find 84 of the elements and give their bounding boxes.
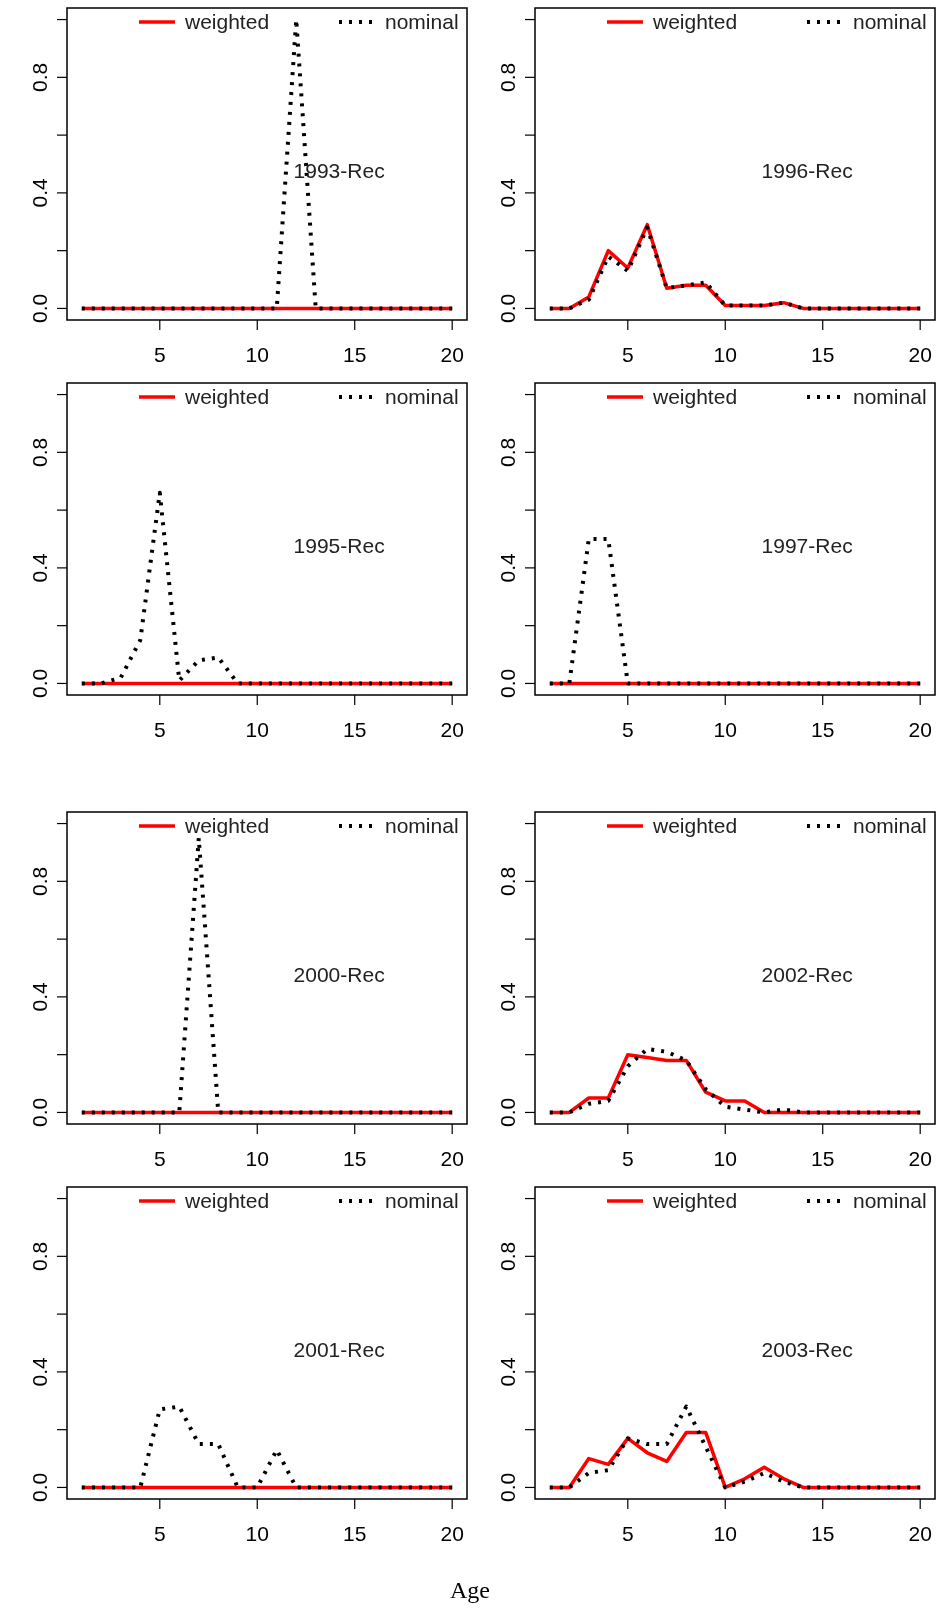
x-axis-title: Age	[450, 1577, 490, 1603]
y-tick-label: 0.4	[28, 177, 51, 208]
legend-label: weighted	[652, 814, 738, 837]
legend-label: weighted	[184, 1189, 270, 1212]
annotation: 1995-Rec	[293, 534, 385, 558]
x-tick-label: 10	[245, 1147, 269, 1170]
annotation: 1993-Rec	[293, 159, 385, 183]
x-tick-label: 20	[908, 1147, 932, 1170]
annotation: 2003-Rec	[761, 1338, 853, 1362]
y-tick-label: 0.4	[28, 552, 51, 583]
legend-label: nominal	[853, 10, 927, 33]
x-tick-label: 20	[440, 718, 464, 741]
legend-label: nominal	[853, 814, 927, 837]
y-tick-label: 0.4	[496, 1356, 519, 1387]
y-tick-label: 0.0	[28, 293, 51, 324]
y-tick-label: 0.8	[28, 1241, 51, 1271]
legend-label: nominal	[385, 1189, 459, 1212]
y-tick-label: 0.8	[28, 866, 51, 896]
legend-label: weighted	[652, 10, 738, 33]
x-tick-label: 10	[245, 1522, 269, 1545]
x-tick-label: 5	[621, 718, 634, 741]
line-series	[79, 1404, 455, 1490]
x-tick-label: 5	[153, 1147, 166, 1170]
y-tick-label: 0.0	[496, 1097, 519, 1128]
y-tick-label: 0.0	[496, 293, 519, 324]
y-tick-label: 0.0	[496, 1472, 519, 1503]
y-tick-label: 0.0	[28, 1472, 51, 1503]
y-tick-label: 0.8	[28, 62, 51, 92]
annotation: 1996-Rec	[761, 159, 853, 183]
x-tick-label: 20	[440, 1522, 464, 1545]
legend-label: nominal	[385, 385, 459, 408]
y-tick-label: 0.8	[496, 1241, 519, 1271]
x-tick-label: 10	[245, 343, 269, 366]
legend-label: weighted	[652, 1189, 738, 1212]
y-tick-label: 0.0	[28, 668, 51, 699]
x-tick-label: 15	[343, 718, 367, 741]
x-tick-label: 15	[811, 1147, 835, 1170]
x-tick-label: 10	[713, 343, 737, 366]
x-tick-label: 15	[811, 343, 835, 366]
x-tick-label: 5	[153, 343, 166, 366]
x-tick-label: 10	[713, 1147, 737, 1170]
legend-label: weighted	[184, 814, 270, 837]
x-tick-label: 5	[153, 1522, 166, 1545]
x-tick-label: 5	[621, 1522, 634, 1545]
y-tick-label: 0.8	[496, 437, 519, 467]
x-tick-label: 20	[440, 1147, 464, 1170]
x-tick-label: 5	[621, 1147, 634, 1170]
y-tick-label: 0.4	[496, 552, 519, 583]
x-tick-label: 20	[440, 343, 464, 366]
x-tick-label: 15	[811, 1522, 835, 1545]
annotation: 2001-Rec	[293, 1338, 385, 1362]
legend-label: weighted	[184, 10, 270, 33]
x-tick-label: 5	[153, 718, 166, 741]
line-series	[547, 1404, 923, 1490]
line-series	[79, 490, 455, 686]
legend-label: nominal	[853, 1189, 927, 1212]
annotation: 2000-Rec	[293, 963, 385, 987]
legend-label: nominal	[385, 10, 459, 33]
legend-label: weighted	[652, 385, 738, 408]
x-tick-label: 10	[713, 1522, 737, 1545]
y-tick-label: 0.8	[28, 437, 51, 467]
x-tick-label: 20	[908, 343, 932, 366]
x-tick-label: 15	[811, 718, 835, 741]
y-tick-label: 0.0	[496, 668, 519, 699]
x-tick-label: 15	[343, 1147, 367, 1170]
y-tick-label: 0.8	[496, 866, 519, 896]
x-tick-label: 10	[713, 718, 737, 741]
y-tick-label: 0.4	[28, 981, 51, 1012]
annotation: 1997-Rec	[761, 534, 853, 558]
x-tick-label: 20	[908, 1522, 932, 1545]
legend-label: nominal	[385, 814, 459, 837]
x-tick-label: 20	[908, 718, 932, 741]
y-tick-label: 0.0	[28, 1097, 51, 1128]
annotation: 2002-Rec	[761, 963, 853, 987]
x-tick-label: 5	[621, 343, 634, 366]
y-tick-label: 0.8	[496, 62, 519, 92]
x-tick-label: 15	[343, 1522, 367, 1545]
y-tick-label: 0.4	[28, 1356, 51, 1387]
y-tick-label: 0.4	[496, 177, 519, 208]
y-tick-label: 0.4	[496, 981, 519, 1012]
legend-label: nominal	[853, 385, 927, 408]
legend-label: weighted	[184, 385, 270, 408]
x-tick-label: 15	[343, 343, 367, 366]
x-tick-label: 10	[245, 718, 269, 741]
